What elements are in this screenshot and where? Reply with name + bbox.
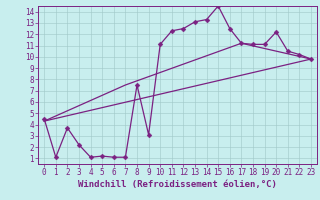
X-axis label: Windchill (Refroidissement éolien,°C): Windchill (Refroidissement éolien,°C) <box>78 180 277 189</box>
